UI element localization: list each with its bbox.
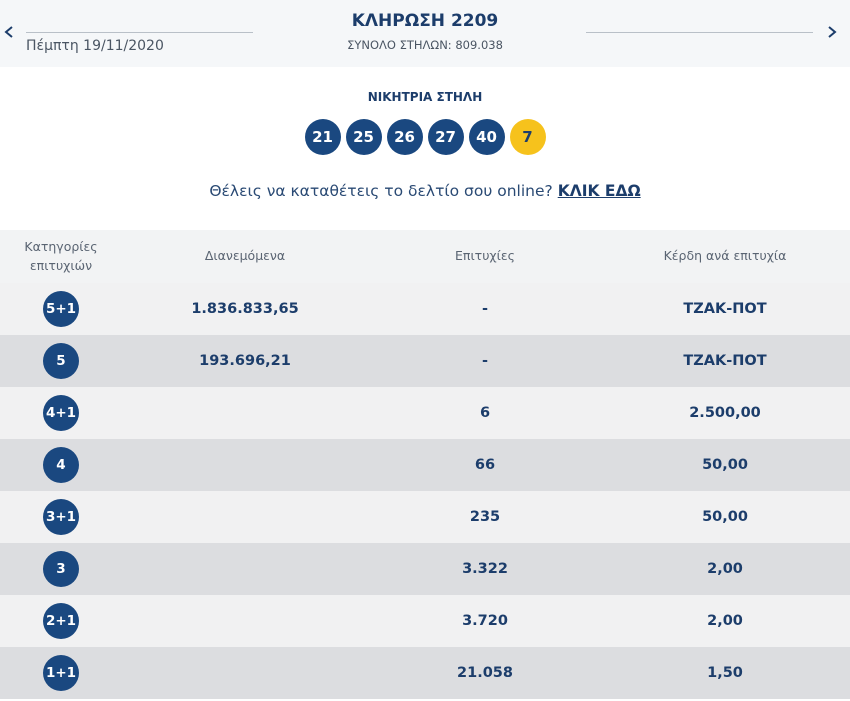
table-cell: 6 xyxy=(479,405,491,421)
category-cell: 3+1 xyxy=(0,491,122,543)
table-row: 3 3.322 2,00 xyxy=(0,543,850,595)
table-row: 1+1 21.058 1,50 xyxy=(0,647,850,699)
prompt: Θέλεις να καταθέτεις το δελτίο σου onlin… xyxy=(0,182,850,200)
category-cell: 3 xyxy=(0,543,122,595)
table-cell: - xyxy=(481,353,489,369)
table-cell xyxy=(140,439,350,491)
table-row: 4+1 6 2.500,00 xyxy=(0,387,850,439)
table-cell: 193.696,21 xyxy=(199,353,291,369)
table-cell: 50,00 xyxy=(702,457,748,473)
draw-date: Πέμπτη 19/11/2020 xyxy=(26,38,164,54)
divider xyxy=(586,32,813,33)
category-badge: 3+1 xyxy=(43,499,79,535)
table-cell: 21.058 xyxy=(457,665,513,681)
draw-subtitle: ΣΥΝΟΛΟ ΣΤΗΛΩΝ: 809.038 xyxy=(347,38,503,52)
prompt-link[interactable]: ΚΛΙΚ ΕΔΩ xyxy=(557,182,641,200)
category-badge: 5 xyxy=(43,343,79,379)
table-cell: 2.500,00 xyxy=(689,405,761,421)
next-arrow[interactable] xyxy=(822,18,842,46)
winning-ball: 25 xyxy=(345,119,382,155)
table-row: 2+1 3.720 2,00 xyxy=(0,595,850,647)
table-cell: 235 xyxy=(469,509,501,525)
winning-ball: 26 xyxy=(386,119,423,155)
table-cell: 66 xyxy=(474,457,496,473)
table-row: 4 66 50,00 xyxy=(0,439,850,491)
prev-arrow[interactable] xyxy=(0,18,20,46)
category-badge: 4+1 xyxy=(43,395,79,431)
table-cell xyxy=(140,491,350,543)
table-row: 5+1 1.836.833,65 - ΤΖΑΚ-ΠΟΤ xyxy=(0,283,850,335)
header: Πέμπτη 19/11/2020 ΚΛΗΡΩΣΗ 2209 ΣΥΝΟΛΟ ΣΤ… xyxy=(0,0,850,67)
table-cell: 3.720 xyxy=(462,613,508,629)
table-cell: 50,00 xyxy=(702,509,748,525)
category-badge: 2+1 xyxy=(43,603,79,639)
category-cell: 4+1 xyxy=(0,387,122,439)
category-badge: 5+1 xyxy=(43,291,79,327)
table-cell: 2,00 xyxy=(707,613,743,629)
column-header: Κατηγορίες επιτυχιών xyxy=(24,238,98,273)
table-cell: 1,50 xyxy=(707,665,743,681)
table-cell: 2,00 xyxy=(707,561,743,577)
divider xyxy=(26,32,253,33)
table-cell xyxy=(140,543,350,595)
category-badge: 1+1 xyxy=(43,655,79,691)
category-cell: 4 xyxy=(0,439,122,491)
table-cell: 1.836.833,65 xyxy=(191,301,299,317)
table-header: Κατηγορίες επιτυχιών Διανεμόμενα Επιτυχίες… xyxy=(0,230,850,283)
table-cell: 3.322 xyxy=(462,561,508,577)
table-cell: - xyxy=(481,301,489,317)
column-header: Επιτυχίες xyxy=(455,248,515,264)
table-cell xyxy=(140,387,350,439)
winning-numbers: 21 25 26 27 40 7 xyxy=(0,119,850,155)
category-cell: 1+1 xyxy=(0,647,122,699)
table-cell: ΤΖΑΚ-ΠΟΤ xyxy=(683,301,767,317)
joker-ball: 7 xyxy=(509,119,546,155)
draw-title: ΚΛΗΡΩΣΗ 2209 xyxy=(351,11,499,31)
column-header: Διανεμόμενα xyxy=(204,248,286,264)
winning-ball: 40 xyxy=(468,119,505,155)
category-badge: 4 xyxy=(43,447,79,483)
table-row: 3+1 235 50,00 xyxy=(0,491,850,543)
category-cell: 5+1 xyxy=(0,283,122,335)
table-row: 5 193.696,21 - ΤΖΑΚ-ΠΟΤ xyxy=(0,335,850,387)
category-badge: 3 xyxy=(43,551,79,587)
column-header: Κέρδη ανά επιτυχία xyxy=(663,248,787,264)
winning-label: ΝΙΚΗΤΡΙΑ ΣΤΗΛΗ xyxy=(367,90,483,104)
prompt-text: Θέλεις να καταθέτεις το δελτίο σου onlin… xyxy=(209,182,553,200)
winning-ball: 27 xyxy=(427,119,464,155)
winning-ball: 21 xyxy=(304,119,341,155)
table-cell xyxy=(140,595,350,647)
table-cell xyxy=(140,647,350,699)
category-cell: 2+1 xyxy=(0,595,122,647)
category-cell: 5 xyxy=(0,335,122,387)
table-cell: ΤΖΑΚ-ΠΟΤ xyxy=(683,353,767,369)
